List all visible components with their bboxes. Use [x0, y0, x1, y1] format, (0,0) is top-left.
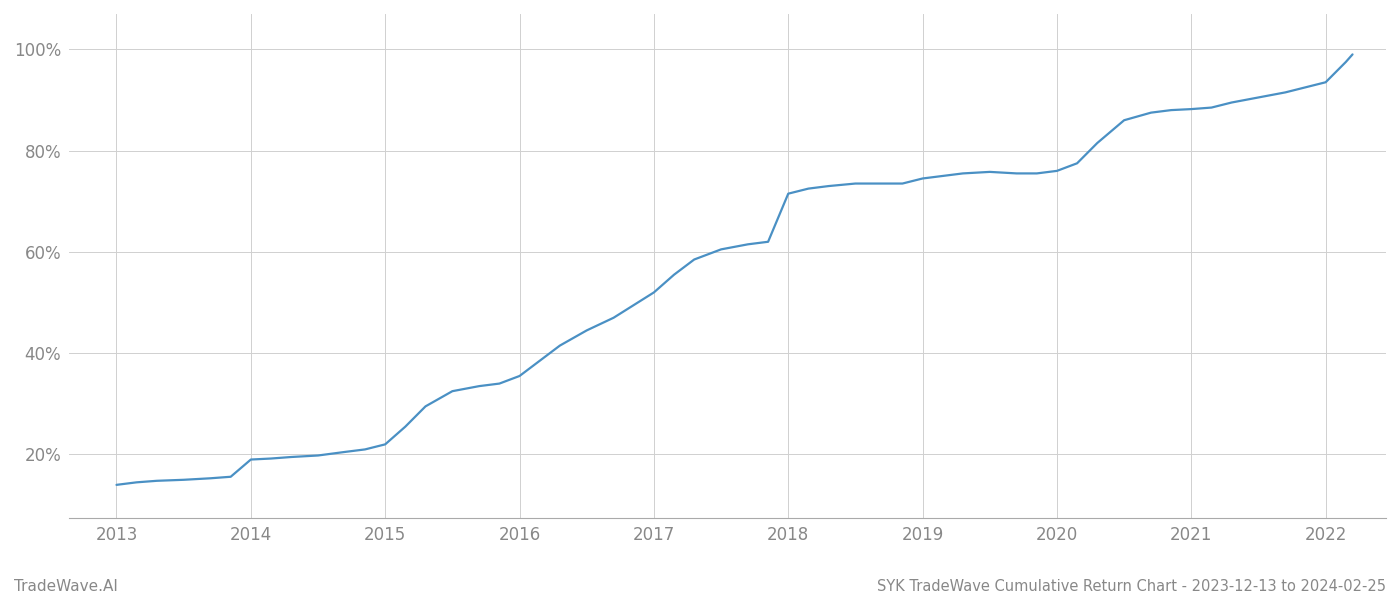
- Text: SYK TradeWave Cumulative Return Chart - 2023-12-13 to 2024-02-25: SYK TradeWave Cumulative Return Chart - …: [876, 579, 1386, 594]
- Text: TradeWave.AI: TradeWave.AI: [14, 579, 118, 594]
